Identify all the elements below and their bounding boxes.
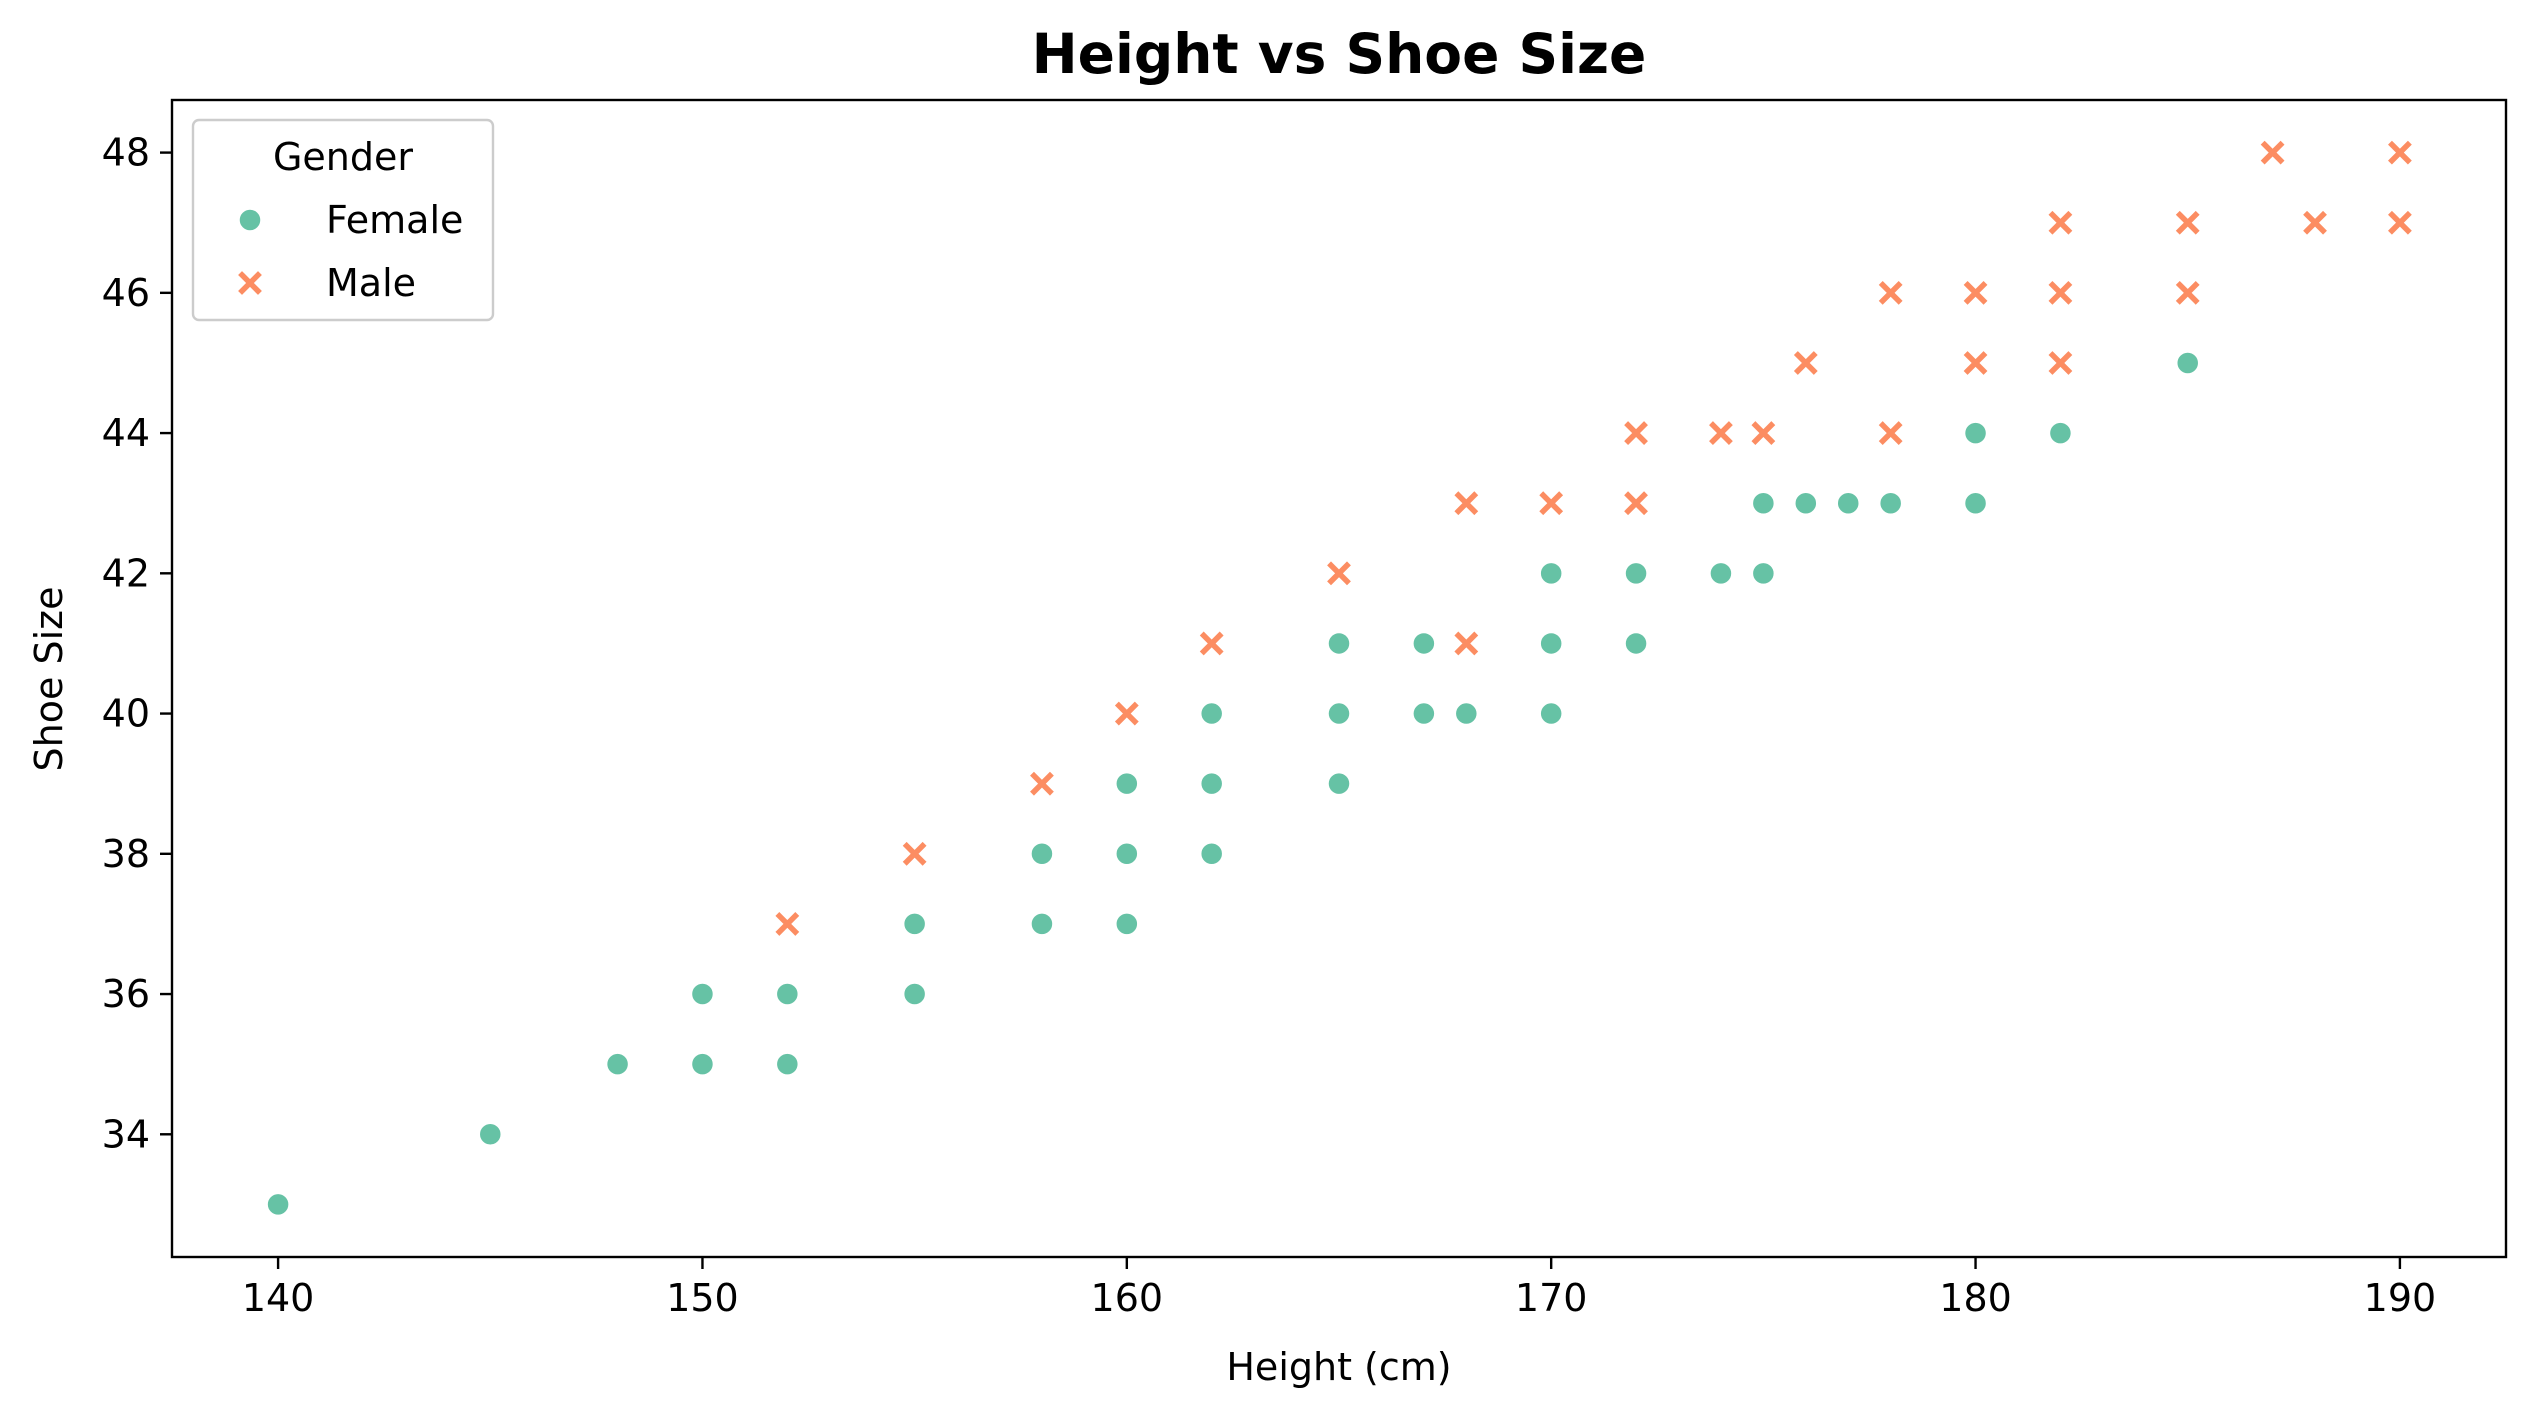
data-point-male	[775, 912, 800, 936]
data-point-female	[1115, 912, 1139, 936]
x-tick-label: 170	[1515, 1276, 1588, 1320]
data-point-male	[1454, 631, 1479, 656]
data-point-female	[1836, 491, 1860, 515]
data-point-female	[1199, 842, 1224, 866]
data-point-female	[775, 982, 800, 1006]
data-point-male	[1963, 280, 1988, 305]
data-point-female	[1412, 631, 1436, 656]
data-point-male	[1114, 701, 1139, 726]
data-point-female	[1878, 491, 1903, 515]
data-point-female	[1539, 631, 1563, 656]
y-tick-label: 40	[102, 692, 150, 736]
data-point-male	[1878, 421, 1903, 445]
data-point-male	[2048, 351, 2073, 375]
data-point-female	[1115, 842, 1139, 866]
chart-title: Height vs Shoe Size	[1032, 22, 1647, 86]
data-point-male	[2303, 210, 2327, 235]
data-point-male	[2175, 210, 2200, 235]
legend-label-male: Male	[326, 261, 416, 305]
legend-marker-female	[238, 208, 262, 232]
data-point-female	[1624, 631, 1648, 656]
data-point-male	[1793, 351, 1818, 375]
y-tick-label: 36	[102, 972, 150, 1016]
x-tick-label: 190	[2364, 1276, 2437, 1320]
y-axis-label: Shoe Size	[27, 587, 71, 772]
data-point-female	[690, 1052, 715, 1076]
data-point-female	[1412, 701, 1436, 726]
data-point-female	[1030, 912, 1054, 936]
legend-label-female: Female	[326, 198, 463, 242]
data-point-female	[2048, 421, 2073, 445]
legend: Gender Female Male	[191, 118, 495, 322]
data-point-female	[1030, 842, 1054, 866]
data-point-male	[2388, 210, 2412, 235]
data-point-male	[1751, 421, 1776, 445]
data-point-male	[1624, 421, 1648, 445]
data-point-male	[1878, 280, 1903, 305]
data-point-female	[266, 1192, 290, 1217]
legend-marker-male	[238, 271, 262, 295]
data-point-female	[775, 1052, 800, 1076]
data-point-female	[1751, 491, 1776, 515]
data-point-female	[1624, 561, 1648, 586]
data-point-male	[2388, 140, 2412, 165]
data-point-female	[1963, 491, 1988, 515]
x-tick-label: 180	[1939, 1276, 2012, 1320]
legend-marker-glyph	[238, 271, 262, 295]
legend-title: Gender	[273, 135, 413, 179]
data-point-male	[1624, 491, 1648, 516]
data-point-female	[2175, 351, 2200, 375]
data-point-female	[690, 982, 715, 1006]
y-tick-label: 44	[102, 411, 150, 455]
data-point-male	[1199, 631, 1224, 656]
data-point-male	[2048, 280, 2073, 305]
data-point-male	[1963, 351, 1988, 375]
plot-layer	[266, 140, 2412, 1217]
data-point-female	[1751, 561, 1776, 586]
data-point-female	[1199, 771, 1224, 796]
data-point-female	[1709, 561, 1733, 586]
legend-frame	[191, 118, 495, 322]
plot-area-frame	[170, 98, 2508, 1259]
data-point-female	[1454, 701, 1479, 726]
legend-marker-glyph	[238, 208, 262, 232]
y-tick-label: 38	[102, 832, 150, 876]
data-point-female	[1327, 701, 1351, 726]
y-tick-label: 42	[102, 551, 150, 595]
data-point-male	[1454, 491, 1479, 516]
data-point-male	[1539, 491, 1564, 516]
y-tick-label: 34	[102, 1112, 150, 1156]
data-point-male	[2048, 210, 2073, 235]
data-point-female	[605, 1052, 630, 1076]
data-point-female	[902, 982, 927, 1006]
data-point-female	[1327, 771, 1351, 796]
data-point-female	[1327, 631, 1351, 656]
data-point-female	[1539, 701, 1563, 726]
data-point-female	[1539, 561, 1563, 586]
data-point-male	[902, 841, 927, 866]
data-point-female	[902, 912, 927, 936]
y-tick-label: 48	[102, 131, 150, 175]
x-tick-label: 160	[1091, 1276, 1164, 1320]
data-point-male	[1327, 561, 1351, 586]
data-point-female	[1794, 491, 1818, 515]
series-male	[775, 140, 2412, 936]
data-point-male	[1030, 771, 1054, 796]
data-point-male	[1709, 421, 1733, 445]
data-point-male	[2260, 140, 2285, 165]
x-tick-label: 150	[666, 1276, 739, 1320]
y-axis: 34 36 38 40 42 44 46 48	[102, 131, 172, 1156]
data-point-female	[1115, 771, 1139, 796]
data-point-female	[1199, 701, 1224, 726]
x-axis-label: Height (cm)	[1226, 1345, 1451, 1389]
data-point-female	[478, 1122, 503, 1147]
x-tick-label: 140	[242, 1276, 315, 1320]
data-point-female	[1963, 421, 1988, 445]
data-point-male	[2175, 280, 2200, 305]
x-axis: 140 150 160 170 180 190	[242, 1257, 2436, 1320]
y-tick-label: 46	[102, 271, 150, 315]
series-female	[266, 351, 2200, 1217]
